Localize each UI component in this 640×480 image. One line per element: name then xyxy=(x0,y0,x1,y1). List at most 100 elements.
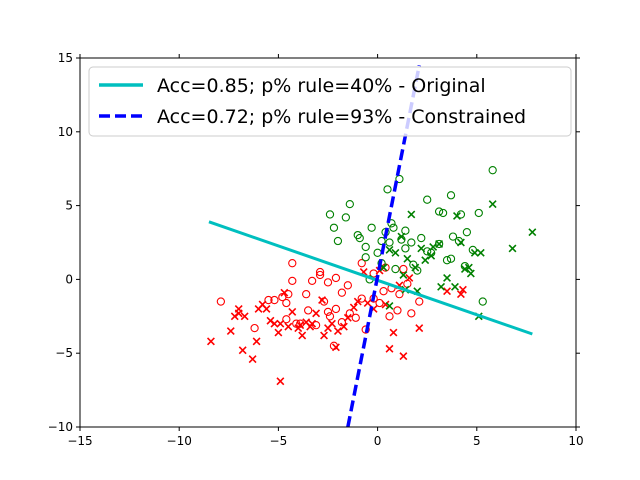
scatter-point-red-circle xyxy=(304,306,313,315)
scatter-point-red-circle xyxy=(357,294,366,303)
scatter-point-red-circle xyxy=(270,295,279,305)
scatter-point-red-circle xyxy=(315,270,325,280)
decision-line-original xyxy=(208,220,533,336)
scatter-point-green-cross xyxy=(476,248,485,257)
x-tick-label: −10 xyxy=(167,434,192,448)
scatter-point-green-cross xyxy=(452,211,461,220)
scatter-point-green-cross xyxy=(407,210,416,219)
scatter-point-red-circle xyxy=(361,325,370,334)
scatter-point-red-cross xyxy=(280,288,289,297)
scatter-point-green-cross xyxy=(429,242,438,251)
scatter-point-red-cross xyxy=(458,285,467,294)
scatter-point-red-circle xyxy=(216,297,226,306)
scatter-point-red-circle xyxy=(393,306,402,315)
scatter-point-green-cross xyxy=(437,282,446,291)
scatter-point-red-circle xyxy=(415,297,424,306)
scatter-point-green-cross xyxy=(464,263,473,272)
scatter-point-red-cross xyxy=(320,331,328,340)
scatter-point-red-circle xyxy=(307,276,317,286)
scatter-point-green-cross xyxy=(451,282,459,291)
scatter-point-green-circle xyxy=(377,236,386,246)
scatter-point-red-cross xyxy=(328,319,336,328)
scatter-point-green-circle xyxy=(333,236,343,246)
scatter-point-green-circle xyxy=(367,223,376,232)
scatter-point-green-circle xyxy=(389,223,398,232)
scatter-point-red-circle xyxy=(345,309,354,318)
scatter-point-green-cross xyxy=(385,245,394,254)
scatter-point-red-circle xyxy=(343,281,352,290)
scatter-point-red-circle xyxy=(323,278,333,287)
scatter-point-green-cross xyxy=(385,302,394,310)
scatter-point-red-circle xyxy=(407,309,416,318)
scatter-point-green-circle xyxy=(446,191,456,200)
scatter-point-red-circle xyxy=(331,273,341,283)
y-tick-label: 15 xyxy=(58,51,73,65)
plot-frame xyxy=(79,57,577,428)
scatter-point-red-circle xyxy=(379,287,388,296)
scatter-point-green-circle xyxy=(407,238,416,247)
scatter-point-red-circle xyxy=(250,323,259,333)
scatter-point-green-circle xyxy=(446,254,456,263)
x-tick-label: 5 xyxy=(473,434,481,448)
scatter-point-green-circle xyxy=(423,195,432,204)
scatter-point-green-circle xyxy=(438,208,448,218)
scatter-point-red-cross xyxy=(288,307,297,316)
scatter-point-green-circle xyxy=(442,256,452,265)
scatter-point-red-cross xyxy=(276,377,285,386)
scatter-point-red-cross xyxy=(284,322,293,331)
scatter-point-green-circle xyxy=(409,260,418,269)
scatter-point-green-cross xyxy=(456,238,465,247)
scatter-point-red-cross xyxy=(238,346,247,355)
scatter-point-green-cross xyxy=(397,232,406,241)
scatter-point-green-circle xyxy=(391,264,400,274)
scatter-point-red-circle xyxy=(395,290,404,299)
scatter-point-green-circle xyxy=(468,245,477,255)
scatter-point-red-cross xyxy=(276,319,285,328)
scatter-point-red-circle xyxy=(264,295,273,305)
scatter-point-green-circle xyxy=(341,213,351,222)
scatter-point-red-circle xyxy=(325,312,335,321)
scatter-point-red-cross xyxy=(298,331,307,340)
scatter-point-red-cross xyxy=(399,352,408,361)
scatter-point-red-circle xyxy=(315,267,325,277)
scatter-point-red-cross xyxy=(308,319,317,328)
legend: Acc=0.85; p% rule=40% - Original Acc=0.7… xyxy=(88,66,572,137)
scatter-point-green-circle xyxy=(325,210,335,219)
scatter-point-green-circle xyxy=(462,228,472,237)
scatter-point-green-cross xyxy=(470,248,479,257)
scatter-point-green-circle xyxy=(361,253,370,262)
scatter-point-red-cross xyxy=(252,337,261,346)
scatter-point-red-circle xyxy=(282,315,291,324)
scatter-point-red-cross xyxy=(270,319,279,328)
x-tick-label: −15 xyxy=(67,434,92,448)
plot-area xyxy=(206,65,537,427)
y-tick-label: 5 xyxy=(65,199,73,213)
scatter-point-red-circle xyxy=(351,313,360,322)
scatter-point-red-cross xyxy=(248,355,257,364)
scatter-point-green-circle xyxy=(383,185,392,194)
y-tick-label: 10 xyxy=(58,125,73,139)
scatter-point-green-circle xyxy=(387,219,396,228)
scatter-point-green-circle xyxy=(361,242,370,252)
scatter-point-green-cross xyxy=(411,263,420,272)
scatter-point-green-circle xyxy=(355,233,364,243)
scatter-point-red-circle xyxy=(385,312,394,321)
scatter-point-red-cross xyxy=(331,343,340,352)
scatter-point-red-cross xyxy=(318,296,327,305)
scatter-point-red-cross xyxy=(262,304,271,313)
y-tick-label: −5 xyxy=(55,346,73,360)
x-tick-label: 0 xyxy=(374,434,382,448)
scatter-point-green-circle xyxy=(474,208,483,218)
scatter-point-red-circle xyxy=(282,298,291,308)
legend-label-original: Acc=0.85; p% rule=40% - Original xyxy=(157,75,486,97)
scatter-point-red-cross xyxy=(333,327,342,336)
scatter-point-green-circle xyxy=(478,297,487,306)
scatter-point-red-circle xyxy=(288,276,297,286)
scatter-point-red-cross xyxy=(353,297,362,306)
scatter-point-red-circle xyxy=(331,304,341,314)
x-tick-label: 10 xyxy=(568,434,583,448)
scatter-point-green-cross xyxy=(417,244,426,253)
scatter-point-green-circle xyxy=(417,233,426,243)
